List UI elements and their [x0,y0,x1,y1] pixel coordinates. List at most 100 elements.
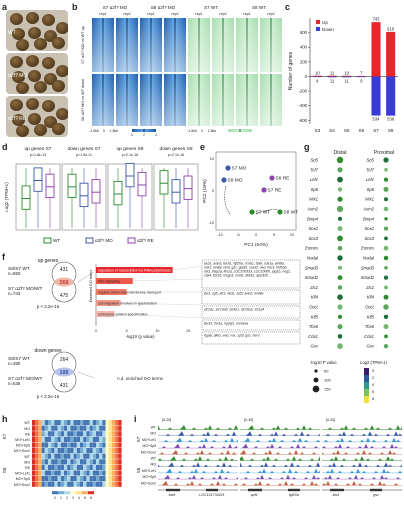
h-cell-2-9 [60,431,64,437]
h-cell-5-4 [44,448,48,454]
embryo-2-7 [16,125,29,137]
h-cell-11-7 [54,481,58,487]
g-gene-left-5: Axin2 [307,207,319,212]
embryo-2-0 [10,99,23,111]
h-row-label-6: WT [24,455,30,459]
h-cell-11-11 [67,481,71,487]
d-box-1-0 [67,173,77,199]
h-cell-4-7 [54,442,58,448]
i-row-label-5: WT [151,457,156,461]
h-cell-5-12 [70,448,74,454]
g-dot-distal-3 [337,187,343,192]
h-cell-10-7 [54,476,58,482]
h-scale-tick-6: 6 [90,496,92,500]
g-gene-right-12: Smad2 [361,275,375,280]
e-xtick-0: -10 [217,233,223,237]
h-cell-5-1 [35,448,39,454]
c-value-down-S4: 11 [330,78,335,83]
h-cell-4-0 [32,442,36,448]
g-gene-right-6: Bmp4 [363,216,375,221]
h-cell-3-4 [44,436,48,442]
heatmap-axis2-2: 1.5kb [208,129,216,133]
h-scale-tick-2: 2 [66,496,68,500]
d-pval-0: p=1.8e-13 [30,153,46,157]
h-cell-9-22 [102,470,106,476]
h-cell-10-9 [60,476,64,482]
h-cell-10-12 [70,476,74,482]
h-cell-9-0 [32,470,36,476]
g-dot-proximal-9 [383,245,389,251]
e-point-2 [269,175,275,181]
h-cell-0-25 [112,420,116,426]
h-cell-10-13 [73,476,77,482]
i-gene-exon-a-1 [248,488,262,492]
h-cell-6-18 [89,453,93,459]
h-cell-7-12 [70,459,74,465]
c-bar-up-S4 [327,75,337,77]
c-value-down-S3: 4 [316,78,319,83]
e-point-0 [225,165,231,171]
g-gene-right-3: Sp8 [367,187,375,192]
h-cell-9-18 [89,470,93,476]
f-go-term-1: Wnt signaling [98,279,120,283]
h-cell-8-0 [32,464,36,470]
d-title-2: up genes S8 [117,146,144,152]
heatmap-col-title-3: S8 WT [252,5,266,10]
h-cell-9-27 [118,470,122,476]
heatmap-fade-top-3-0 [236,18,258,72]
g-dot-proximal-2 [383,177,389,182]
f-go-xtick-3: 15 [186,329,190,333]
d-box-2-2 [137,171,147,197]
g-gene-left-18: Cdx1 [308,334,318,339]
h-cell-1-13 [73,425,77,431]
h-cell-5-15 [80,448,84,454]
heatmap-col-title-1: S8 α2f? MO [151,5,176,10]
h-cell-0-4 [44,420,48,426]
d-box-3-0 [159,170,169,195]
h-cell-2-20 [96,431,100,437]
heatmap-fade-bottom-1-1 [164,74,186,126]
h-cell-5-13 [73,448,77,454]
h-cell-10-19 [92,476,96,482]
heatmap-subcol-2-0: rep1 [195,12,202,16]
heatmap-scale-green [228,129,252,132]
h-cell-1-26 [115,425,119,431]
h-cell-6-19 [92,453,96,459]
d-box-3-2 [183,175,193,200]
embryo-image-2: α2f? RE [6,96,68,137]
h-cell-9-23 [105,470,109,476]
h-cell-1-10 [64,425,68,431]
h-cell-4-2 [38,442,42,448]
i-gene-name-4: tbx1 [333,493,340,497]
h-cell-0-2 [38,420,42,426]
c-value-up-S7: 743 [373,17,381,22]
h-cell-3-5 [48,436,52,442]
heatmap-axis-2: 1.5kb [110,129,118,133]
f-go-term-3: cell migration involved in gastrulation [98,301,157,305]
c-bar-down-S5 [342,76,352,78]
h-scale-swatch-5 [82,491,88,495]
g-size-legend-dot-1 [313,377,319,383]
e-point-label-0: S7 MO [232,166,247,172]
c-value-up-S5: 10 [344,70,349,75]
e-trajectory-2 [255,209,279,215]
h-cell-9-26 [115,470,119,476]
h-cell-4-1 [35,442,39,448]
embryo-image-1: α2f? MO [6,53,68,94]
e-point-label-3: S7 RE [268,188,282,194]
c-ylabel: Number of genes [288,51,294,90]
h-cell-6-12 [70,453,74,459]
h-cell-10-26 [115,476,119,482]
c-bar-up-S6 [356,75,366,77]
heatmap-fade-top-2-1 [212,18,234,72]
c-bar-up-S3 [312,75,322,77]
heatmap-fade-bottom-0-0 [92,74,114,126]
g-gene-left-12: Smad2 [305,275,319,280]
h-cell-4-19 [92,442,96,448]
embryo-0-8 [34,38,47,50]
h-cell-1-20 [96,425,100,431]
heatmap-fade-top-0-0 [92,18,114,72]
h-cell-6-23 [105,453,109,459]
h-cell-9-1 [35,470,39,476]
i-gene-exon-a-0 [166,488,180,492]
